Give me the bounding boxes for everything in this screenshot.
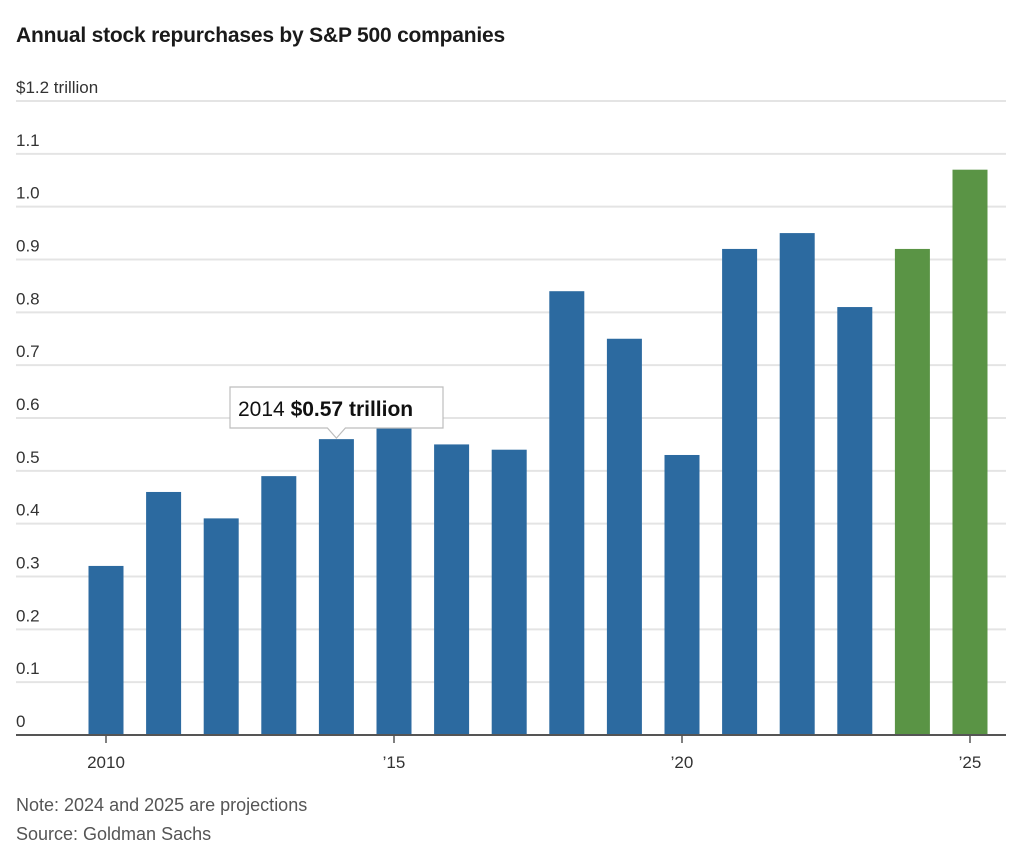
bar-2013[interactable] — [261, 476, 297, 735]
bar-2025[interactable] — [952, 169, 988, 735]
bar-2014[interactable] — [318, 439, 354, 735]
bar-2021[interactable] — [722, 248, 758, 735]
bar-2019[interactable] — [606, 338, 642, 735]
y-tick-label: 0.5 — [16, 448, 40, 467]
y-tick-label: 0.4 — [16, 501, 40, 520]
y-tick-label: 0.6 — [16, 395, 40, 414]
y-tick-label: 0.2 — [16, 606, 40, 625]
y-axis-labels: $1.2 trillion 1.1 1.0 0.9 0.8 0.7 0.6 0.5 0.4 0.3… — [16, 78, 98, 731]
bar-2010[interactable] — [88, 565, 124, 735]
chart-title: Annual stock repurchases by S&P 500 comp… — [16, 24, 505, 47]
tooltip-year: 2014 — [238, 398, 291, 421]
y-tick-label: 0.3 — [16, 554, 40, 573]
y-tick-label: 0.1 — [16, 659, 40, 678]
y-tick-label: 1.1 — [16, 131, 40, 150]
y-tick-label: 1.0 — [16, 184, 40, 203]
y-tick-label: 0.8 — [16, 289, 40, 308]
bar-2011[interactable] — [146, 491, 182, 735]
x-tick-label: 2010 — [87, 753, 125, 772]
chart-note: Note: 2024 and 2025 are projections — [16, 795, 308, 815]
bar-2012[interactable] — [203, 518, 239, 735]
tooltip-box — [229, 386, 444, 440]
x-tick-label: ’25 — [959, 753, 982, 772]
x-axis-labels: 2010 ’15 ’20 ’25 — [87, 735, 981, 772]
bar-2024[interactable] — [894, 248, 930, 735]
bar-2015[interactable] — [376, 423, 412, 735]
y-tick-label: 0.9 — [16, 237, 40, 256]
bar-2018[interactable] — [549, 291, 585, 735]
bar-chart: $1.2 trillion 1.1 1.0 0.9 0.8 0.7 0.6 0.5 0.4 0.3… — [16, 78, 1006, 772]
bar-2023[interactable] — [837, 307, 873, 735]
bar-2022[interactable] — [779, 233, 815, 736]
y-tick-label: 0 — [16, 712, 25, 731]
chart-source: Source: Goldman Sachs — [16, 824, 212, 844]
y-tick-label: $1.2 trillion — [16, 78, 98, 97]
tooltip-value: $0.57 trillion — [291, 398, 414, 421]
annotation-tooltip: 2014 $0.57 trillion — [229, 386, 444, 440]
bar-2020[interactable] — [664, 454, 700, 735]
x-tick-label: ’15 — [383, 753, 406, 772]
bar-2016[interactable] — [434, 444, 470, 735]
x-tick-label: ’20 — [671, 753, 694, 772]
y-tick-label: 0.7 — [16, 342, 40, 361]
bar-2017[interactable] — [491, 449, 527, 735]
tooltip-label: 2014 $0.57 trillion — [238, 398, 413, 421]
bars — [88, 169, 988, 736]
